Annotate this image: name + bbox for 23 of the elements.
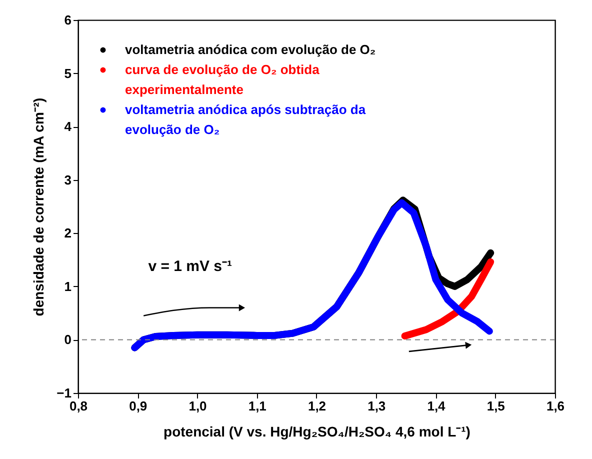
x-tick-label: 1,1: [248, 398, 266, 414]
x-tick-label: 0,8: [69, 398, 88, 414]
y-tick-label: 1: [64, 278, 72, 294]
y-tick-label: 5: [64, 66, 72, 81]
x-tick-label: 1,4: [427, 398, 446, 414]
y-tick-label: 3: [64, 172, 72, 188]
x-tick-label: 0,9: [129, 398, 148, 414]
y-tick-label: 4: [64, 119, 72, 134]
x-tick-label: 1,5: [486, 398, 505, 414]
x-axis-title: potencial (V vs. Hg/Hg₂SO₄/H₂SO₄ 4,6 mol L⁻¹): [164, 424, 470, 440]
x-tick-label: 1,3: [368, 398, 386, 414]
y-tick-label: 2: [64, 226, 72, 241]
x-tick-label: 1,2: [308, 398, 326, 414]
y-tick-label: 6: [64, 12, 72, 28]
x-tick-label: 1,6: [546, 398, 565, 414]
annotation: v = 1 mV s⁻¹: [148, 258, 232, 276]
legend-label: curva de evolução de O₂ obtida experimentalmente: [125, 62, 320, 97]
x-tick-label: 1,0: [188, 398, 207, 414]
y-tick-label: −1: [56, 386, 72, 400]
legend-label: voltametria anódica com evolução de O₂: [125, 42, 376, 57]
y-tick-label: 0: [64, 332, 72, 348]
legend-label: voltametria anódica após subtração da evolução de O₂: [125, 102, 366, 137]
y-axis-title: densidade de corrente (mA cm⁻²): [30, 98, 47, 316]
